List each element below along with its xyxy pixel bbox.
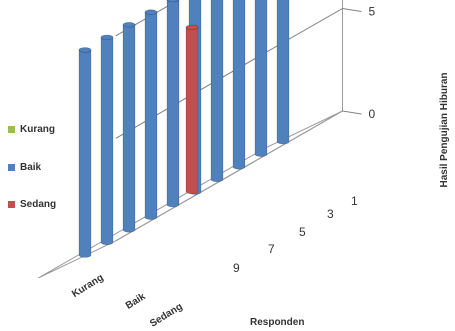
y-axis-title: Hasil Pengujian Hiburan	[439, 72, 450, 187]
bar-baik-8	[232, 0, 246, 170]
y-tick-label: 0	[369, 107, 376, 121]
legend-label-kurang: Kurang	[20, 124, 55, 135]
category-tick-label: Baik	[124, 291, 148, 312]
chart-bars	[78, 0, 290, 258]
bar-baik-4	[144, 9, 158, 220]
category-tick-label: Kurang	[70, 272, 106, 300]
bar-baik-9	[254, 0, 268, 157]
legend-label-sedang: Sedang	[20, 199, 57, 210]
legend-item-sedang: Sedang	[8, 199, 56, 210]
responden-tick-label: 5	[299, 225, 306, 239]
bar-baik-2	[100, 34, 114, 246]
y-tick-label: 5	[369, 5, 376, 19]
legend-item-kurang: Kurang	[8, 124, 55, 135]
x-axis-title: Responden	[250, 317, 304, 328]
responden-tick-label: 3	[327, 207, 334, 221]
bar-sedang-7	[185, 24, 199, 195]
legend-swatch-baik	[8, 164, 15, 171]
legend-label-baik: Baik	[20, 162, 42, 173]
bar-baik-3	[122, 22, 136, 233]
bar-baik-7	[210, 0, 224, 183]
bar-baik-5	[166, 0, 180, 208]
responden-tick-label: 7	[268, 242, 275, 256]
bar-baik-10	[276, 0, 290, 145]
responden-tick-label: 1	[351, 194, 358, 208]
legend-item-baik: Baik	[8, 162, 41, 173]
category-tick-label: Sedang	[148, 301, 184, 329]
legend-swatch-kurang	[8, 126, 15, 133]
bar-baik-1	[78, 47, 92, 258]
responden-tick-label: 9	[233, 261, 240, 275]
legend-swatch-sedang	[8, 201, 15, 208]
